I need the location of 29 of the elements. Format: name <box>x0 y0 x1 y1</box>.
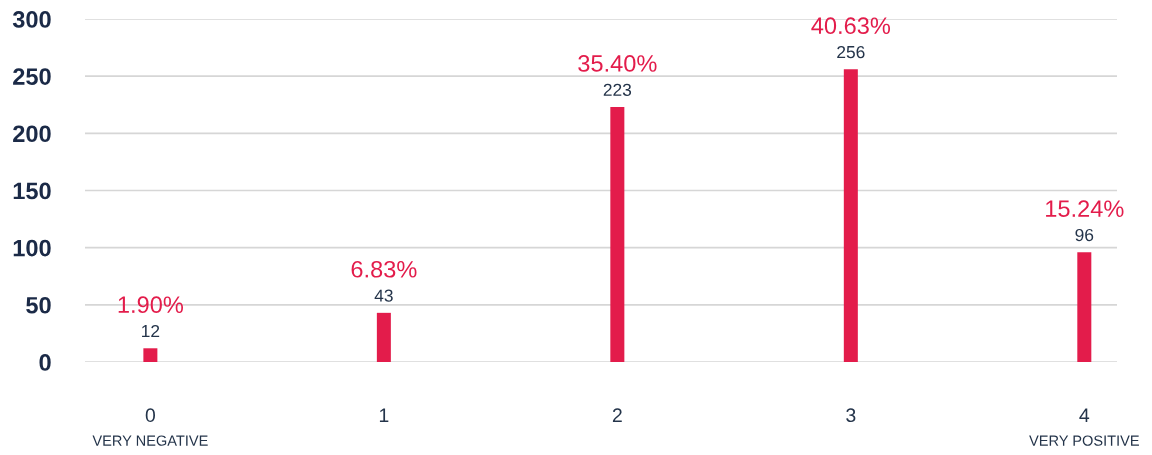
data-label: 43 <box>374 289 393 302</box>
bar <box>1077 252 1092 362</box>
y-tick-label: 250 <box>13 68 51 85</box>
bar <box>843 69 858 362</box>
data-label: 256 <box>837 45 865 59</box>
data-label: 223 <box>603 83 632 96</box>
x-tick-label: 1 <box>379 408 389 422</box>
text: VERY POSITIVE <box>1029 435 1139 446</box>
annotation: 15.24% <box>1046 200 1124 218</box>
y-tick-label: 50 <box>26 296 51 314</box>
y-tick-label: 100 <box>13 239 51 257</box>
data-label: 12 <box>142 324 160 338</box>
annotation: 6.83% <box>351 260 417 278</box>
x-tick-label: 0 <box>145 408 156 423</box>
annotation: 35.40% <box>578 55 657 72</box>
x-tick-label: 3 <box>846 408 856 423</box>
data-label: 96 <box>1075 228 1094 242</box>
x-tick-label: 4 <box>1079 408 1090 422</box>
x-tick-label: 2 <box>612 408 622 422</box>
bar <box>143 348 158 362</box>
text: VERY NEGATIVE <box>92 435 208 446</box>
annotation: 40.63% <box>811 17 891 35</box>
annotation: 1.90% <box>118 296 184 314</box>
y-tick-label: 300 <box>12 11 51 28</box>
bar <box>376 312 391 362</box>
bar <box>610 107 625 362</box>
y-tick-label: 200 <box>13 125 51 143</box>
y-tick-label: 0 <box>39 354 51 371</box>
y-tick-label: 150 <box>13 182 51 200</box>
